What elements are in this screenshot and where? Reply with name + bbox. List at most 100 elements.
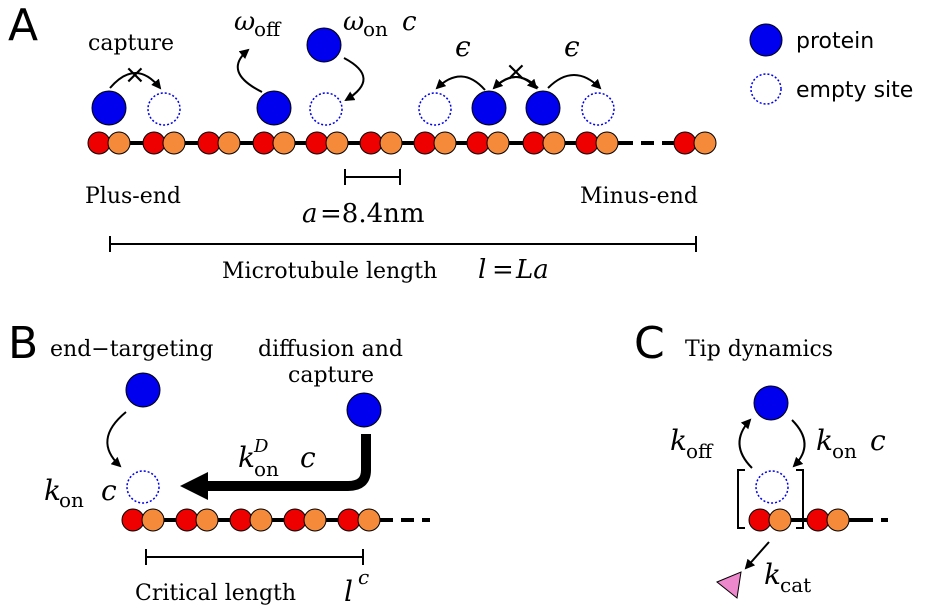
lattice-spacing-symbol: a xyxy=(302,199,318,229)
tubulin-dimer xyxy=(305,131,349,155)
omega-on-symbol: ω xyxy=(343,7,364,37)
empty-site xyxy=(147,92,181,126)
diffusion-capture-arrow xyxy=(206,434,371,491)
tubulin-dimer xyxy=(283,508,327,532)
kon-subscript: on xyxy=(59,488,84,512)
protein xyxy=(256,90,292,126)
tubulin-dimer xyxy=(337,508,381,532)
konD-symbol: k xyxy=(238,441,255,474)
kcat-arrow xyxy=(744,541,770,570)
panel-label-b: B xyxy=(8,318,38,369)
protein xyxy=(91,90,127,126)
tip-dynamics-title: Tip dynamics xyxy=(685,337,833,362)
legend-empty-site-label: empty site xyxy=(796,78,913,103)
tubulin-dimer xyxy=(806,508,850,532)
protein-solution xyxy=(306,27,342,63)
capture-arrow xyxy=(109,72,162,90)
product-shape xyxy=(716,571,742,599)
lattice-spacing-value: =8.4nm xyxy=(320,199,425,229)
critical-length-superscript: c xyxy=(358,565,369,589)
microtubule-c xyxy=(748,508,888,532)
empty-site xyxy=(126,470,160,504)
tubulin-dimer xyxy=(229,508,273,532)
epsilon-left: ϵ xyxy=(455,30,471,63)
tubulin-dimer xyxy=(522,131,566,155)
capture-label: capture xyxy=(88,31,174,56)
hop-blocked-cross: × xyxy=(505,57,527,87)
tubulin-dimer xyxy=(175,508,219,532)
koff-subscript: off xyxy=(686,439,714,463)
kcat-symbol: k xyxy=(764,558,781,591)
length-bar xyxy=(109,236,697,252)
tubulin-dimer xyxy=(466,131,510,155)
empty-site xyxy=(581,92,615,126)
protein xyxy=(471,90,507,126)
omega-on-concentration: c xyxy=(402,7,417,37)
length-symbol-l: l xyxy=(478,255,486,285)
hop-left-arrow xyxy=(435,75,486,91)
minus-end-label: Minus-end xyxy=(580,184,698,209)
omega-off-subscript: off xyxy=(254,17,282,41)
diffusion-label-line1: diffusion and xyxy=(258,337,403,362)
diffusion-label-line2: capture xyxy=(288,363,374,388)
microtubule-b xyxy=(121,508,430,532)
panel-label-a: A xyxy=(8,0,38,51)
kcat-subscript: cat xyxy=(780,573,811,597)
tubulin-dimer xyxy=(575,131,619,155)
konD-superscript: D xyxy=(253,436,269,457)
lattice-spacing-bar xyxy=(344,169,401,185)
tubulin-dimer xyxy=(87,131,131,155)
protein-solution xyxy=(125,372,161,408)
critical-length-label: Critical length xyxy=(135,581,296,606)
end-targeting-label: end−targeting xyxy=(50,337,213,362)
omega-on-arrow xyxy=(343,57,365,102)
critical-length-symbol: l xyxy=(344,575,353,608)
konD-subscript: on xyxy=(254,457,279,481)
length-equals: = xyxy=(492,255,514,285)
left-bracket xyxy=(737,469,745,529)
length-label: Microtubule length xyxy=(222,259,437,284)
hop-blocked-left-arrow xyxy=(492,76,539,90)
omega-on-subscript: on xyxy=(363,17,388,41)
right-bracket xyxy=(796,469,804,529)
hop-right-arrow xyxy=(547,74,602,90)
protein-solution xyxy=(753,385,789,421)
kon-arrow xyxy=(791,419,806,468)
tubulin-dimer xyxy=(413,131,457,155)
legend-protein-marker xyxy=(749,23,783,57)
kon-c-subscript: on xyxy=(832,439,857,463)
empty-site xyxy=(755,470,789,504)
length-symbol-La: La xyxy=(515,255,549,285)
kon-symbol: k xyxy=(44,474,61,507)
tubulin-dimer xyxy=(197,131,241,155)
kon-concentration: c xyxy=(101,474,117,507)
epsilon-right: ϵ xyxy=(564,30,580,63)
capture-cross: × xyxy=(124,60,146,90)
protein-solution xyxy=(346,392,382,428)
diffusion-capture-arrowhead xyxy=(180,472,208,500)
konD-concentration: c xyxy=(300,441,316,474)
kon-c-concentration: c xyxy=(870,424,886,457)
legend-protein-label: protein xyxy=(796,29,874,54)
microtubule-a xyxy=(87,131,717,155)
end-targeting-arrow xyxy=(106,411,127,468)
empty-site xyxy=(418,92,452,126)
plus-end-label: Plus-end xyxy=(85,184,181,209)
omega-off-arrow xyxy=(236,48,263,93)
tubulin-dimer xyxy=(359,131,403,155)
omega-off-symbol: ω xyxy=(234,7,255,37)
empty-site xyxy=(309,92,343,126)
kon-c-symbol: k xyxy=(816,424,833,457)
protein xyxy=(525,90,561,126)
panel-label-c: C xyxy=(634,318,665,369)
tubulin-dimer xyxy=(748,508,792,532)
legend-empty-site-marker xyxy=(750,73,782,105)
koff-symbol: k xyxy=(670,424,687,457)
tubulin-dimer xyxy=(252,131,296,155)
koff-arrow xyxy=(738,418,753,469)
tubulin-dimer xyxy=(673,131,717,155)
critical-length-bar xyxy=(145,549,364,565)
tubulin-dimer xyxy=(121,508,165,532)
tubulin-dimer xyxy=(142,131,186,155)
